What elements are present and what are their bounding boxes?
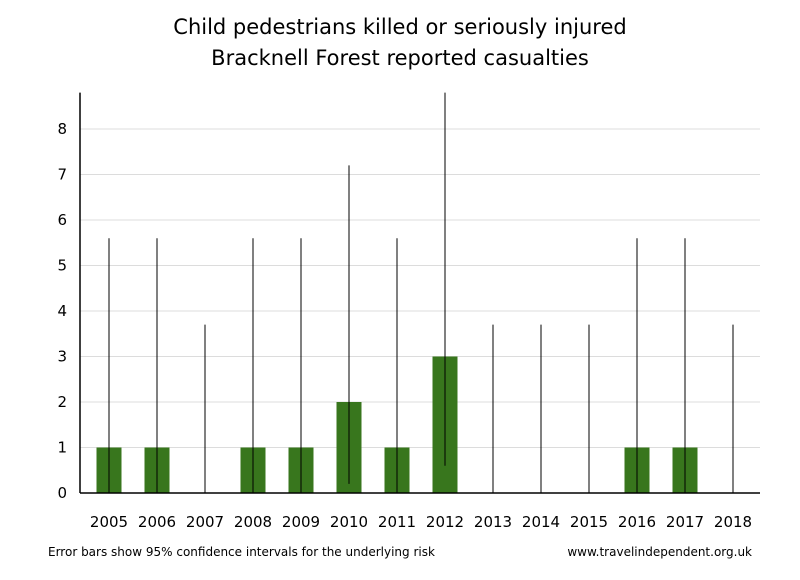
x-tick-label: 2010 — [330, 513, 368, 531]
y-tick-label: 3 — [57, 348, 67, 366]
x-tick-label: 2006 — [138, 513, 176, 531]
y-tick-label: 2 — [57, 393, 67, 411]
x-tick-label: 2014 — [522, 513, 560, 531]
error-bar-note: Error bars show 95% confidence intervals… — [48, 545, 435, 559]
y-tick-label: 7 — [57, 166, 67, 184]
x-tick-label: 2007 — [186, 513, 224, 531]
y-tick-label: 4 — [57, 302, 67, 320]
y-tick-label: 8 — [57, 120, 67, 138]
x-tick-label: 2017 — [666, 513, 704, 531]
x-tick-label: 2018 — [714, 513, 752, 531]
x-tick-label: 2012 — [426, 513, 464, 531]
x-tick-label: 2009 — [282, 513, 320, 531]
y-tick-label: 5 — [57, 257, 67, 275]
x-tick-label: 2008 — [234, 513, 272, 531]
y-tick-label: 6 — [57, 211, 67, 229]
x-tick-label: 2013 — [474, 513, 512, 531]
chart-title: Child pedestrians killed or seriously in… — [173, 15, 627, 39]
x-tick-label: 2016 — [618, 513, 656, 531]
chart-title-block: Child pedestrians killed or seriously in… — [0, 12, 800, 74]
y-tick-label: 0 — [57, 484, 67, 502]
x-tick-label: 2005 — [90, 513, 128, 531]
source-url: www.travelindependent.org.uk — [567, 545, 752, 559]
x-tick-label: 2011 — [378, 513, 416, 531]
x-tick-label: 2015 — [570, 513, 608, 531]
y-tick-label: 1 — [57, 439, 67, 457]
chart-subtitle: Bracknell Forest reported casualties — [211, 46, 589, 70]
